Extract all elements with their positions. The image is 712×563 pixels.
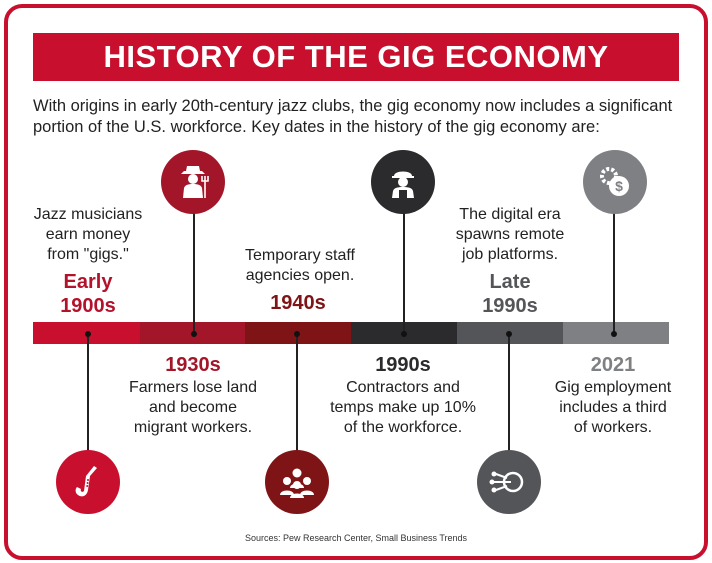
svg-text:$: $ xyxy=(615,178,623,194)
title-banner: HISTORY OF THE GIG ECONOMY xyxy=(33,33,679,81)
connector-1930s xyxy=(193,204,195,334)
connector-early-1900s xyxy=(87,333,89,453)
page-title: HISTORY OF THE GIG ECONOMY xyxy=(103,39,609,74)
desc-line: of workers. xyxy=(573,419,653,436)
group-people-icon xyxy=(265,450,329,514)
sources-note: Sources: Pew Research Center, Small Busi… xyxy=(244,533,468,543)
era-label-2021: 2021 xyxy=(590,354,636,376)
event-desc-1990s: Contractors and temps make up 10% of the… xyxy=(320,378,486,438)
intro-text: With origins in early 20th-century jazz … xyxy=(33,97,673,136)
construction-worker-icon xyxy=(371,150,435,214)
infographic-frame xyxy=(4,4,708,560)
connector-1990s xyxy=(403,208,405,334)
gear-dollar-icon: $ xyxy=(583,150,647,214)
event-desc-2021: Gig employment includes a third of worke… xyxy=(538,378,688,438)
farmer-icon xyxy=(161,150,225,214)
era-line: Late xyxy=(489,271,531,293)
era-label-1930s: 1930s xyxy=(165,354,221,376)
desc-line: Jazz musicians xyxy=(33,206,143,223)
desc-line: temps make up 10% xyxy=(330,399,476,416)
era-line: 1900s xyxy=(60,295,116,317)
desc-line: spawns remote xyxy=(455,226,565,243)
desc-line: agencies open. xyxy=(245,267,355,284)
desc-line: Contractors and xyxy=(346,379,460,396)
desc-line: migrant workers. xyxy=(133,419,253,436)
timeline-dot-1940s xyxy=(294,331,300,337)
timeline-dot-early-1900s xyxy=(85,331,91,337)
event-desc-1930s: Farmers lose land and become migrant wor… xyxy=(115,378,271,438)
event-desc-1940s: Temporary staff agencies open. xyxy=(225,246,375,286)
desc-line: Farmers lose land xyxy=(128,379,258,396)
network-icon xyxy=(477,450,541,514)
saxophone-icon xyxy=(56,450,120,514)
era-label-late-1990s: Late 1990s xyxy=(450,270,570,318)
connector-2021 xyxy=(613,208,615,334)
desc-line: and become xyxy=(148,399,238,416)
desc-line: Temporary staff xyxy=(245,247,355,264)
event-desc-early-1900s: Jazz musicians earn money from "gigs." xyxy=(25,205,151,265)
connector-late-1990s xyxy=(508,333,510,453)
connector-1940s xyxy=(296,333,298,455)
desc-line: of the workforce. xyxy=(343,419,463,436)
desc-line: earn money xyxy=(45,226,131,243)
timeline-dot-2021 xyxy=(611,331,617,337)
desc-line: Gig employment xyxy=(554,379,672,396)
era-line: Early xyxy=(63,271,113,293)
desc-line: The digital era xyxy=(459,206,561,223)
era-line: 1990s xyxy=(482,295,538,317)
timeline-dot-1930s xyxy=(191,331,197,337)
desc-line: job platforms. xyxy=(461,246,559,263)
desc-line: includes a third xyxy=(559,399,667,416)
era-label-early-1900s: Early 1900s xyxy=(25,270,151,318)
event-desc-late-1990s: The digital era spawns remote job platfo… xyxy=(440,205,580,265)
timeline-dot-1990s xyxy=(401,331,407,337)
era-label-1940s: 1940s xyxy=(270,292,326,314)
era-label-1990s: 1990s xyxy=(375,354,431,376)
desc-line: from "gigs." xyxy=(47,246,129,263)
timeline-dot-late-1990s xyxy=(506,331,512,337)
